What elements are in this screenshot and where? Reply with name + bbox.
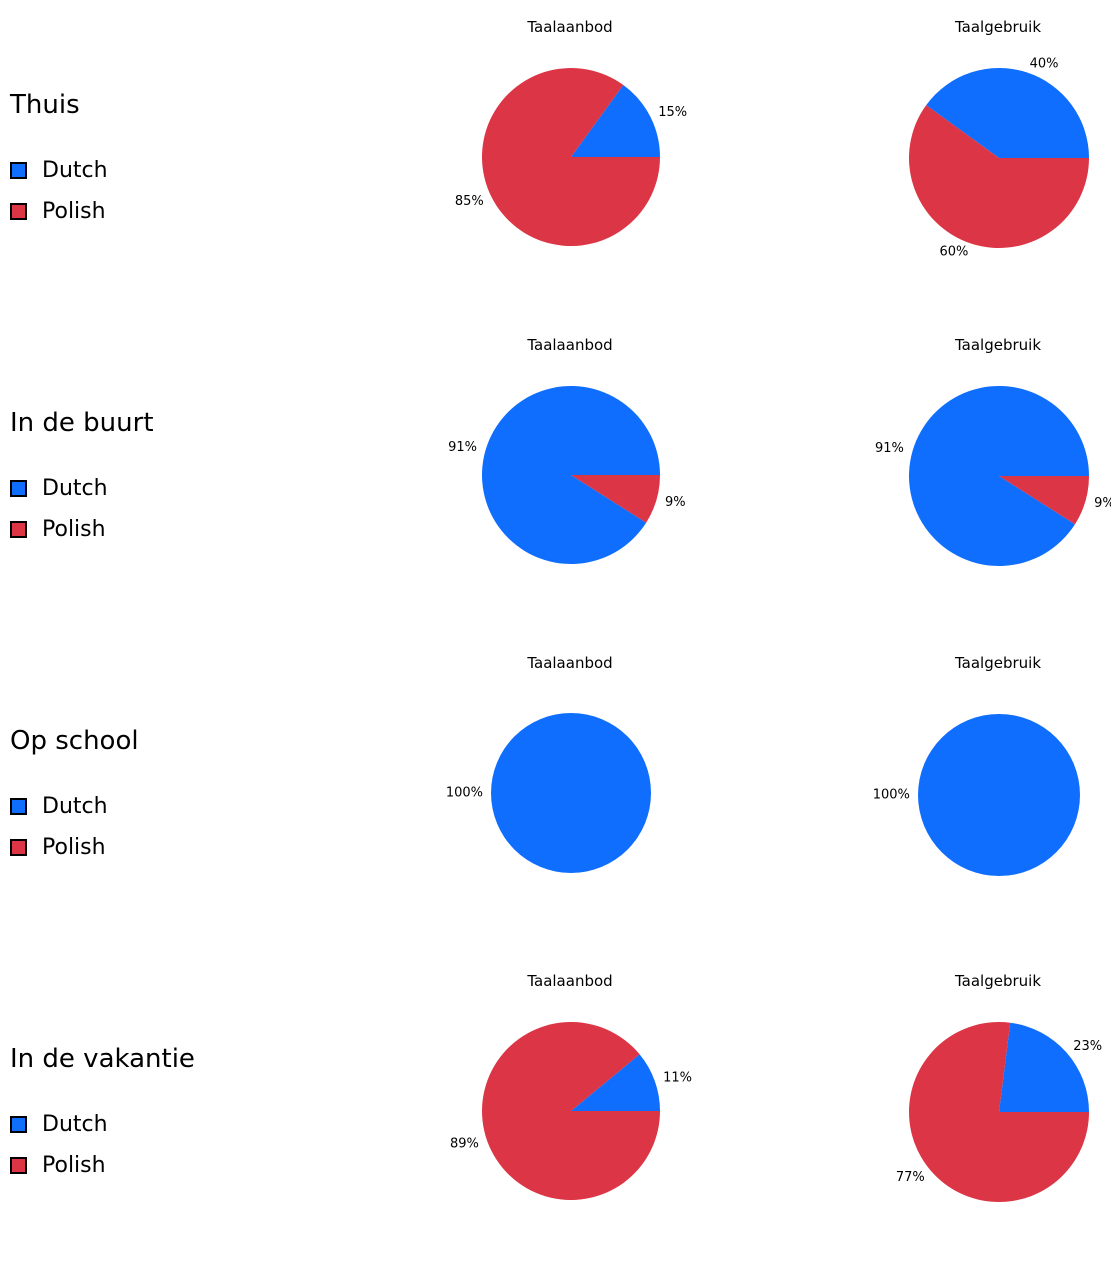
legend-swatch-dutch (10, 162, 27, 179)
pie-slice-label: 89% (450, 1137, 479, 1152)
pie-slice-polish (481, 1022, 660, 1200)
pie-slice-polish (571, 475, 660, 523)
pie-chart: 91% 9% (875, 386, 1111, 566)
pie-slice-dutch (918, 714, 1080, 876)
row-title: In de vakantie (10, 1044, 195, 1074)
legend-label: Dutch (42, 158, 108, 183)
legend-label: Polish (42, 1153, 106, 1178)
legend-label: Dutch (42, 1112, 108, 1137)
legend-swatch-polish (10, 203, 27, 220)
legend-swatch-polish (10, 521, 27, 538)
pie-slice-dutch (491, 713, 651, 873)
pie-slice-label: 91% (875, 441, 904, 456)
pie-title: Taalaanbod (527, 18, 613, 36)
pie-slice-polish (909, 105, 1089, 248)
legend-label: Polish (42, 835, 106, 860)
pie-slice-label: 100% (873, 788, 910, 803)
legend-swatch-polish (10, 839, 27, 856)
legend-label: Polish (42, 199, 106, 224)
legend-item-polish: Polish (10, 827, 108, 868)
row-title: In de buurt (10, 408, 154, 438)
pie-slice-dutch (926, 67, 1089, 158)
legend-item-polish: Polish (10, 1145, 108, 1186)
pie-slice-label: 11% (663, 1070, 692, 1085)
legend-swatch-dutch (10, 480, 27, 497)
pie-title: Taalgebruik (954, 18, 1042, 36)
pie-slice-dutch (999, 1022, 1089, 1112)
pie-slice-label: 23% (1073, 1039, 1102, 1054)
pie-chart: 100% (446, 713, 651, 873)
row-in-de-vakantie: In de vakantie Dutch Polish Taalaanbod 1… (0, 954, 1111, 1272)
pie-chart: 91% 9% (448, 386, 686, 564)
row-title: Op school (10, 726, 139, 756)
legend-swatch-dutch (10, 1116, 27, 1133)
legend-label: Dutch (42, 476, 108, 501)
pie-slice-label: 9% (665, 495, 686, 510)
row-thuis: Thuis Dutch Polish Taalaanbod 15% 85% Taa… (0, 0, 1111, 318)
pie-slice-label: 15% (658, 105, 687, 120)
pie-slice-label: 100% (446, 786, 483, 801)
pie-slice-polish (482, 68, 660, 247)
pie-title: Taalgebruik (954, 654, 1042, 672)
pie-title: Taalgebruik (954, 336, 1042, 354)
pie-slice-polish (909, 1022, 1089, 1202)
pie-slice-label: 40% (1030, 56, 1059, 71)
legend-item-dutch: Dutch (10, 150, 108, 191)
pie-slice-dutch (571, 1054, 660, 1111)
pie-slice-label: 9% (1094, 496, 1111, 511)
pie-chart: 40% 60% (909, 56, 1089, 260)
pie-chart: 100% (873, 714, 1080, 876)
pie-chart: 23% 77% (896, 1022, 1102, 1202)
legend-label: Polish (42, 517, 106, 542)
pie-title: Taalaanbod (527, 972, 613, 990)
legend-item-dutch: Dutch (10, 1104, 108, 1145)
legend-swatch-dutch (10, 798, 27, 815)
legend: Dutch Polish (10, 786, 108, 868)
legend: Dutch Polish (10, 468, 108, 550)
legend-item-polish: Polish (10, 509, 108, 550)
pie-slice-polish (999, 476, 1089, 525)
pie-chart: 15% 85% (455, 68, 687, 247)
legend: Dutch Polish (10, 1104, 108, 1186)
pie-slice-dutch (571, 84, 660, 157)
legend-item-dutch: Dutch (10, 468, 108, 509)
pie-chart: 11% 89% (450, 1022, 692, 1200)
row-in-de-buurt: In de buurt Dutch Polish Taalaanbod 91% 9… (0, 318, 1111, 636)
pie-slice-label: 91% (448, 440, 477, 455)
legend-label: Dutch (42, 794, 108, 819)
pie-slice-label: 77% (896, 1170, 925, 1185)
legend-item-polish: Polish (10, 191, 108, 232)
pie-title: Taalaanbod (527, 336, 613, 354)
pie-slice-label: 85% (455, 194, 484, 209)
legend-swatch-polish (10, 1157, 27, 1174)
pie-title: Taalaanbod (527, 654, 613, 672)
pie-slice-label: 60% (940, 245, 969, 260)
row-title: Thuis (10, 90, 80, 120)
row-op-school: Op school Dutch Polish Taalaanbod 100% T… (0, 636, 1111, 954)
pie-title: Taalgebruik (954, 972, 1042, 990)
legend-item-dutch: Dutch (10, 786, 108, 827)
legend: Dutch Polish (10, 150, 108, 232)
